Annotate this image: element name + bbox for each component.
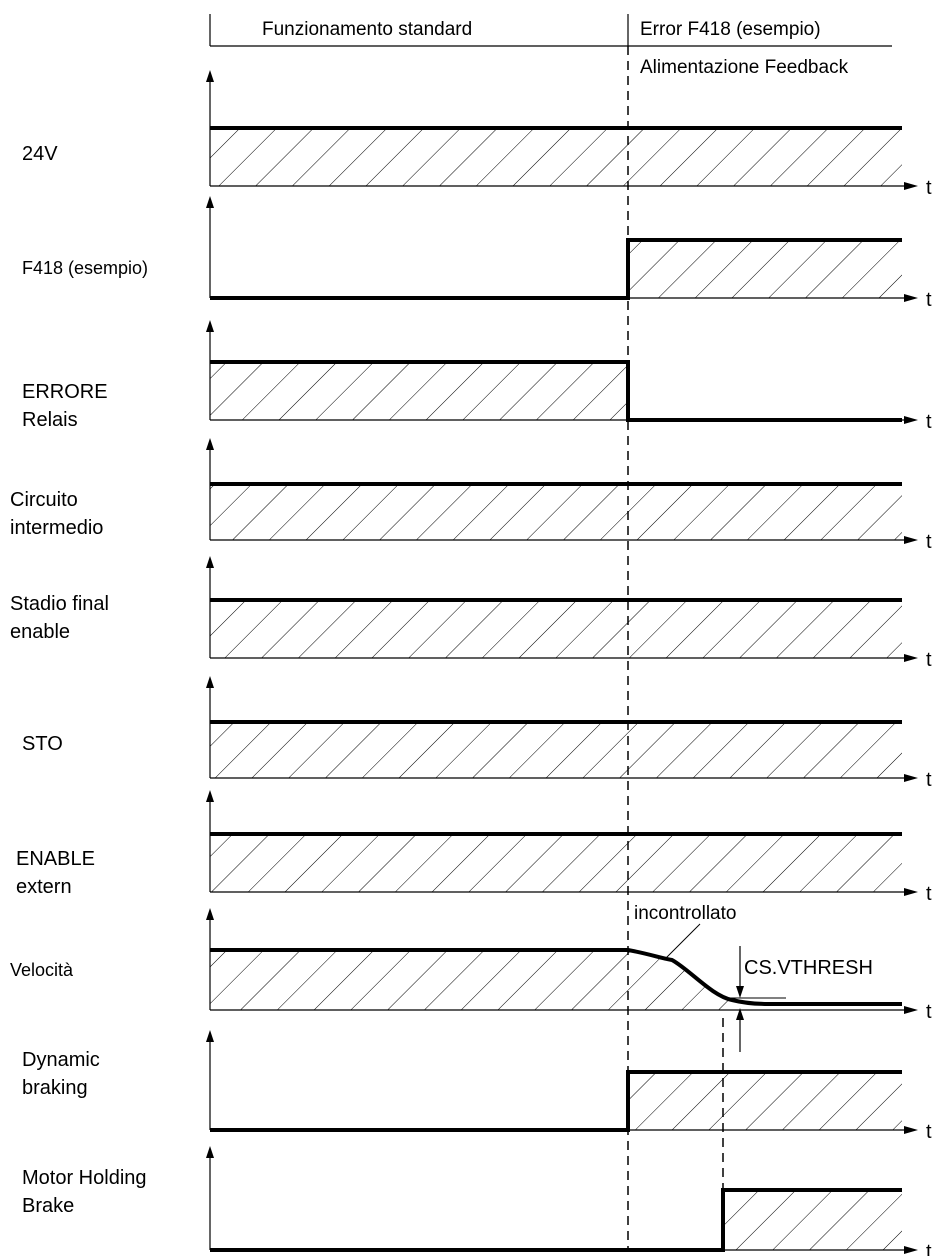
track-7-y-arrow [206, 908, 214, 920]
track-1-hatch [628, 240, 902, 298]
track-3-x-arrow [904, 536, 918, 544]
track-1-level [210, 238, 902, 300]
track-7-level [210, 948, 902, 1006]
track-8-time-label: t [926, 1121, 932, 1143]
signal-label-holding-brake: Motor Holding Brake [22, 1167, 147, 1217]
signal-label-enable-extern: ENABLE extern [16, 848, 95, 898]
track-4-x-arrow [904, 654, 918, 662]
signal-label-dc-link: Circuito intermedio [10, 489, 104, 539]
track-2-y-arrow [206, 320, 214, 332]
signal-label-sto: STO [22, 733, 63, 755]
track-0-hatch [210, 128, 902, 186]
track-1-time-label: t [926, 289, 932, 311]
uncontrolled-annotation: incontrollato [634, 903, 737, 924]
track-0-y-arrow [206, 70, 214, 82]
track-6-x-arrow [904, 888, 918, 896]
track-9-time-label: t [926, 1241, 932, 1256]
uncontrolled-leader [663, 923, 701, 961]
track-3-time-label: t [926, 531, 932, 553]
track-9-hatch [723, 1190, 902, 1250]
track-4-time-label: t [926, 649, 932, 671]
track-8-level [210, 1070, 902, 1132]
track-5-time-label: t [926, 769, 932, 791]
track-6-hatch [210, 834, 902, 892]
track-5-y-arrow [206, 676, 214, 688]
track-8-hatch [628, 1072, 902, 1130]
track-2-level [210, 360, 902, 422]
track-4-hatch [210, 600, 902, 658]
track-6-time-label: t [926, 883, 932, 905]
track-1-x-arrow [904, 294, 918, 302]
track-1-y-arrow [206, 196, 214, 208]
signal-label-f418: F418 (esempio) [22, 258, 149, 278]
track-9-y-arrow [206, 1146, 214, 1158]
track-8-x-arrow [904, 1126, 918, 1134]
track-7-x-arrow [904, 1006, 918, 1014]
vthresh-annotation: CS.VTHRESH [744, 957, 873, 979]
signal-label-24v: 24V [22, 143, 58, 165]
track-7-time-label: t [926, 1001, 932, 1023]
signal-label-output-stage: Stadio final enable [10, 593, 109, 643]
track-4-y-arrow [206, 556, 214, 568]
signal-label-error-relay: ERRORE Relais [22, 381, 108, 431]
vthresh-arrow-down [736, 986, 744, 998]
track-8-y-arrow [206, 1030, 214, 1042]
phase-error-label: Error F418 (esempio) [640, 19, 821, 40]
track-6-y-arrow [206, 790, 214, 802]
track-9-x-arrow [904, 1246, 918, 1254]
vthresh-arrow-up [736, 1008, 744, 1020]
track-2-hatch [210, 362, 628, 420]
track-3-y-arrow [206, 438, 214, 450]
track-5-hatch [210, 722, 902, 778]
track-5-x-arrow [904, 774, 918, 782]
phase-standard-label: Funzionamento standard [262, 19, 473, 40]
track-9-level [210, 1188, 902, 1252]
signal-label-speed: Velocità [10, 960, 74, 980]
track-0-time-label: t [926, 177, 932, 199]
track-2-x-arrow [904, 416, 918, 424]
track-3-hatch [210, 484, 902, 540]
phase-error-sublabel: Alimentazione Feedback [640, 57, 849, 78]
track-7-hatch [210, 950, 750, 1010]
signal-label-dynamic-braking: Dynamic braking [22, 1049, 100, 1099]
track-2-time-label: t [926, 411, 932, 433]
track-0-x-arrow [904, 182, 918, 190]
